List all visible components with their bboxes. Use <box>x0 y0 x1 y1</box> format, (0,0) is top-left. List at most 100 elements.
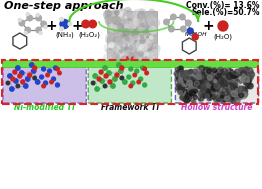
Circle shape <box>205 89 210 94</box>
Circle shape <box>139 40 143 45</box>
Circle shape <box>132 50 136 54</box>
Circle shape <box>120 43 123 46</box>
Circle shape <box>199 66 204 71</box>
Circle shape <box>226 73 231 78</box>
Circle shape <box>152 44 161 53</box>
Circle shape <box>208 84 211 86</box>
Circle shape <box>230 88 234 92</box>
Circle shape <box>144 18 149 23</box>
Circle shape <box>205 70 209 74</box>
Circle shape <box>234 91 238 95</box>
Circle shape <box>228 84 230 86</box>
Circle shape <box>248 86 249 88</box>
Circle shape <box>194 85 197 88</box>
Circle shape <box>223 80 230 87</box>
Circle shape <box>248 81 249 82</box>
Circle shape <box>231 82 236 87</box>
Circle shape <box>234 69 241 76</box>
Circle shape <box>42 84 45 88</box>
Circle shape <box>127 75 131 79</box>
Circle shape <box>118 44 122 48</box>
Circle shape <box>112 27 121 36</box>
Circle shape <box>111 84 115 88</box>
Circle shape <box>231 99 236 104</box>
Circle shape <box>242 92 244 94</box>
Circle shape <box>110 48 111 50</box>
Circle shape <box>179 84 184 89</box>
Circle shape <box>215 86 220 90</box>
Circle shape <box>236 94 240 98</box>
Circle shape <box>191 90 195 94</box>
Circle shape <box>208 80 213 85</box>
Circle shape <box>217 70 223 77</box>
Circle shape <box>246 84 250 88</box>
Circle shape <box>231 73 235 78</box>
Circle shape <box>213 79 216 82</box>
Circle shape <box>231 97 235 102</box>
Circle shape <box>200 83 205 88</box>
Circle shape <box>209 91 212 94</box>
Circle shape <box>227 92 230 96</box>
Circle shape <box>208 86 210 88</box>
Circle shape <box>53 66 57 70</box>
Circle shape <box>144 45 149 50</box>
Circle shape <box>116 16 121 21</box>
Circle shape <box>25 27 30 33</box>
Circle shape <box>113 52 115 54</box>
Circle shape <box>146 51 156 61</box>
Circle shape <box>129 49 137 58</box>
Circle shape <box>230 85 235 90</box>
Circle shape <box>179 70 185 76</box>
Circle shape <box>116 39 119 42</box>
Circle shape <box>185 100 187 102</box>
Circle shape <box>105 20 110 25</box>
Circle shape <box>192 88 197 93</box>
Circle shape <box>249 75 252 78</box>
Circle shape <box>205 81 210 86</box>
Circle shape <box>236 96 240 100</box>
Circle shape <box>147 43 157 53</box>
Circle shape <box>137 53 143 60</box>
Circle shape <box>204 79 210 85</box>
Circle shape <box>21 80 25 84</box>
Circle shape <box>206 88 210 93</box>
Circle shape <box>207 69 211 73</box>
Circle shape <box>56 83 59 87</box>
Circle shape <box>125 18 131 24</box>
Circle shape <box>125 52 133 60</box>
Circle shape <box>139 38 146 44</box>
Circle shape <box>191 79 198 86</box>
Circle shape <box>250 78 252 79</box>
Circle shape <box>190 78 194 82</box>
Circle shape <box>115 38 124 47</box>
Circle shape <box>176 84 180 88</box>
Text: Sele.(%)=50.7%: Sele.(%)=50.7% <box>191 8 260 17</box>
Circle shape <box>135 44 138 46</box>
Circle shape <box>235 75 239 79</box>
Circle shape <box>149 26 157 35</box>
Circle shape <box>143 30 148 35</box>
Circle shape <box>226 95 229 98</box>
Circle shape <box>105 33 110 38</box>
Circle shape <box>223 80 228 86</box>
Circle shape <box>104 10 113 19</box>
Circle shape <box>127 36 135 44</box>
Circle shape <box>108 24 115 32</box>
Circle shape <box>231 97 233 99</box>
Circle shape <box>210 72 215 77</box>
Circle shape <box>181 85 183 87</box>
Circle shape <box>224 76 228 80</box>
Circle shape <box>212 84 219 91</box>
Circle shape <box>230 89 235 94</box>
Circle shape <box>187 90 192 95</box>
Circle shape <box>214 73 215 74</box>
Circle shape <box>113 29 119 34</box>
Circle shape <box>247 68 253 74</box>
Circle shape <box>233 73 236 77</box>
Text: (NH₃): (NH₃) <box>55 32 74 39</box>
Circle shape <box>140 34 142 37</box>
Circle shape <box>137 80 140 84</box>
Circle shape <box>225 81 229 85</box>
Circle shape <box>206 68 208 70</box>
Circle shape <box>30 63 34 67</box>
